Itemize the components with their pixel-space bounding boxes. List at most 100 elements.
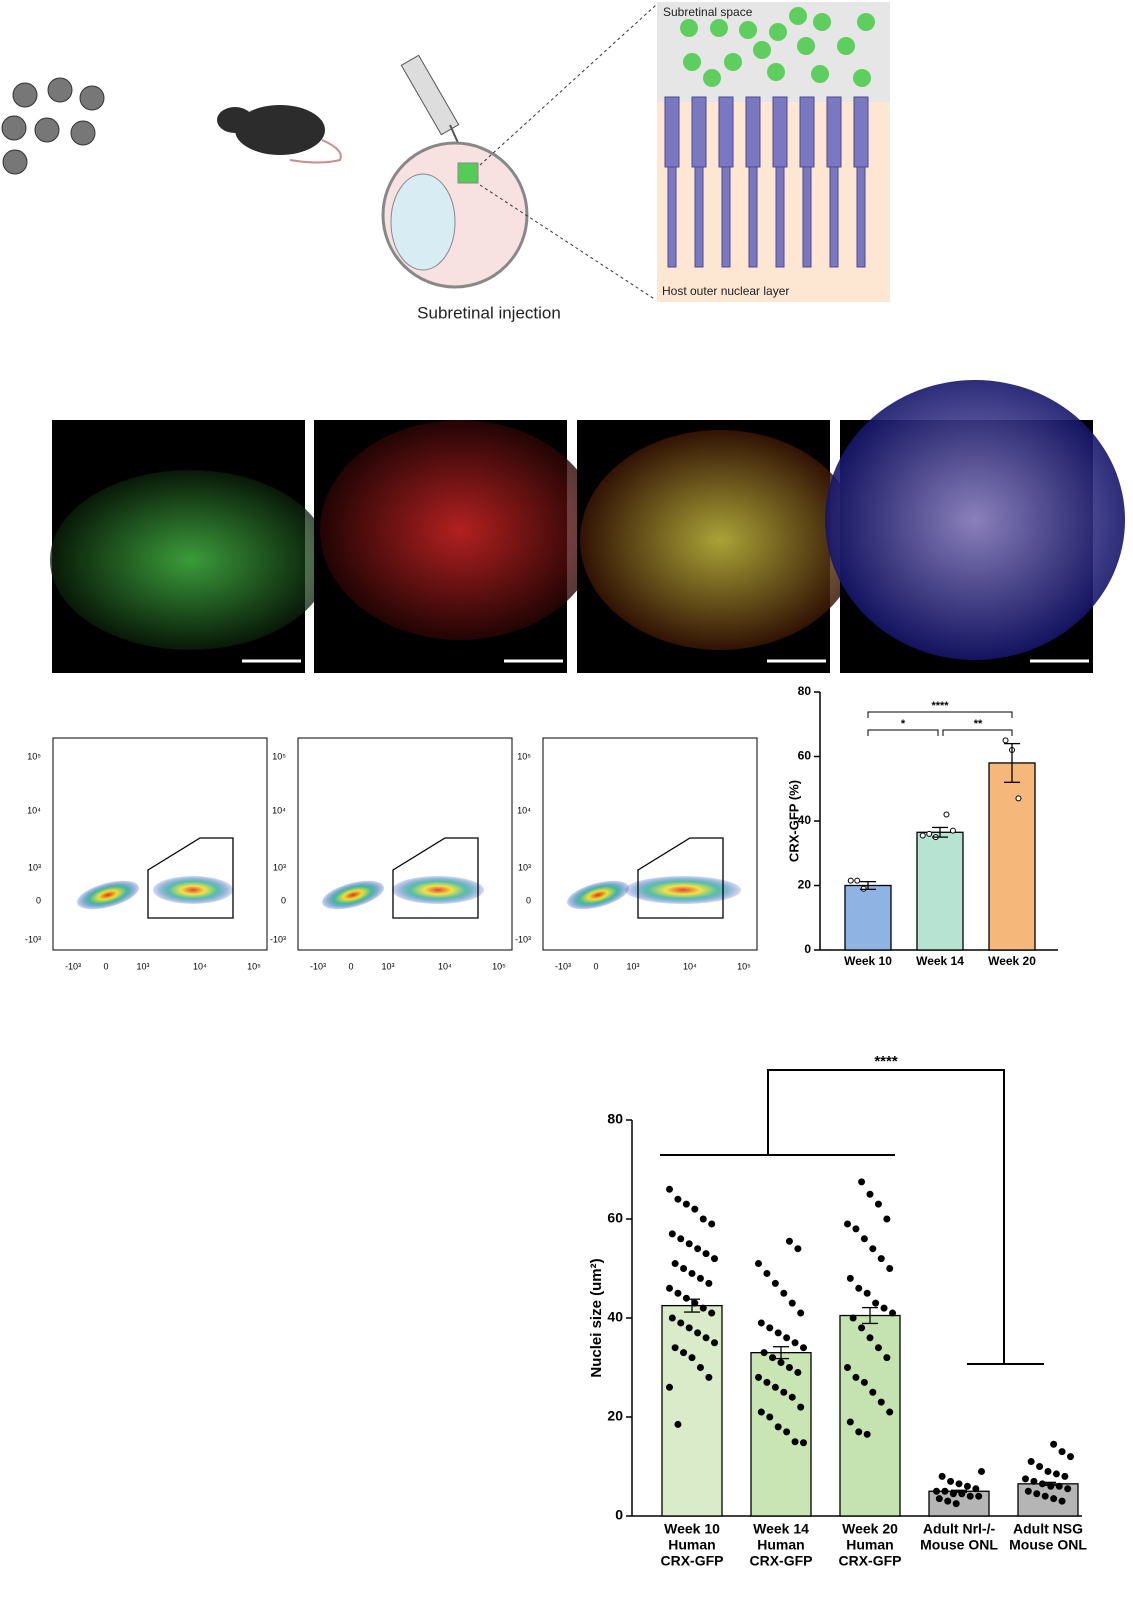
bar: [661, 1304, 723, 1517]
data-point: [763, 1378, 771, 1386]
data-point: [889, 1309, 896, 1317]
data-point: [677, 1235, 685, 1243]
data-point: [763, 1269, 771, 1277]
data-point: [943, 811, 950, 818]
data-point: [769, 1354, 777, 1362]
data-point: [849, 1314, 857, 1322]
x-tick-label: CRX-GFP: [750, 1553, 813, 1569]
data-point: [760, 1349, 768, 1357]
x-tick-label: Week 20: [842, 1521, 898, 1537]
bar: [844, 884, 892, 951]
data-point: [972, 1485, 980, 1493]
plot-frame: [297, 737, 513, 951]
panel-label: Host outer nuclear layer: [662, 284, 789, 298]
bracket: [867, 729, 939, 736]
data-point: [783, 1334, 791, 1342]
data-point: [780, 1388, 788, 1396]
data-point: [1044, 1467, 1052, 1475]
plot-frame: [52, 737, 268, 951]
data-point: [874, 1344, 882, 1352]
data-point: [708, 1220, 716, 1228]
data-point: [688, 1354, 696, 1362]
data-point: [685, 1324, 693, 1332]
x-tick-label: 10⁵: [247, 961, 261, 971]
y-tick-label: 60: [607, 1210, 623, 1226]
x-tick-label: 10⁴: [193, 961, 207, 971]
data-point: [1064, 1485, 1072, 1493]
data-point: [880, 1304, 888, 1312]
data-point: [800, 1344, 807, 1352]
gate: [147, 837, 234, 919]
data-point: [794, 1368, 802, 1376]
y-tick-label: 60: [798, 749, 812, 763]
density: [321, 880, 385, 910]
density: [566, 880, 630, 910]
data-point: [702, 1334, 710, 1342]
data-point: [877, 1398, 885, 1406]
data-point: [855, 1428, 863, 1436]
data-point: [869, 1245, 877, 1253]
y-tick-label: 10⁵: [27, 751, 41, 761]
data-point: [858, 1324, 866, 1332]
data-point: [694, 1329, 702, 1337]
data-point: [757, 1319, 765, 1327]
y-tick-label: 10⁴: [272, 805, 286, 815]
density: [76, 880, 140, 910]
x-tick-label: 0: [348, 961, 353, 971]
data-point: [1058, 1497, 1066, 1505]
panel-label: Subretinal space: [663, 5, 753, 19]
data-point: [941, 1487, 949, 1495]
data-point: [963, 1482, 971, 1490]
x-tick-label: -10³: [65, 961, 81, 971]
data-point: [674, 1420, 682, 1428]
y-tick-label: 10⁴: [27, 805, 41, 815]
data-point: [874, 1200, 882, 1208]
data-point: [677, 1319, 685, 1327]
x-tick-label: -10³: [555, 961, 571, 971]
organoids: [1, 77, 105, 175]
y-tick-label: 40: [607, 1309, 623, 1325]
data-point: [869, 1388, 877, 1396]
data-point: [774, 1329, 782, 1337]
error-bar: [1040, 1481, 1056, 1486]
data-point: [846, 1274, 854, 1282]
microscopy-panels: [50, 380, 1125, 673]
data-point: [1061, 1472, 1069, 1480]
data-point: [668, 1230, 676, 1238]
data-point: [783, 1428, 791, 1436]
y-axis-label: CRX-GFP (%): [786, 780, 801, 862]
data-point: [788, 1299, 796, 1307]
data-point: [926, 830, 933, 837]
data-point: [691, 1205, 699, 1213]
x-tick-label: 10³: [136, 961, 149, 971]
y-tick-label: 10³: [28, 862, 41, 872]
data-point: [699, 1304, 707, 1312]
x-tick-label: CRX-GFP: [661, 1553, 724, 1569]
data-point: [1030, 1477, 1038, 1485]
data-point: [872, 1299, 880, 1307]
data-point: [791, 1339, 799, 1347]
x-tick-label: 10³: [626, 961, 639, 971]
x-tick-label: Mouse ONL: [1009, 1537, 1087, 1553]
y-tick-label: 0: [36, 895, 41, 905]
data-point: [955, 1480, 963, 1488]
density: [153, 876, 233, 904]
x-tick-label: Week 10: [664, 1521, 720, 1537]
significance: **: [974, 718, 983, 730]
data-point: [699, 1215, 707, 1223]
data-point: [863, 1430, 871, 1438]
bar: [988, 762, 1036, 951]
data-point: [771, 1279, 779, 1287]
data-point: [852, 1373, 860, 1381]
injection-illustration: [381, 4, 657, 301]
data-point: [671, 1344, 679, 1352]
data-point: [949, 827, 956, 834]
data-point: [847, 877, 854, 884]
bracket: [942, 729, 1013, 736]
data-point: [666, 1383, 673, 1391]
data-point: [1024, 1487, 1032, 1495]
y-tick-label: 0: [615, 1507, 623, 1523]
data-point: [702, 1250, 710, 1258]
data-point: [860, 1235, 868, 1243]
